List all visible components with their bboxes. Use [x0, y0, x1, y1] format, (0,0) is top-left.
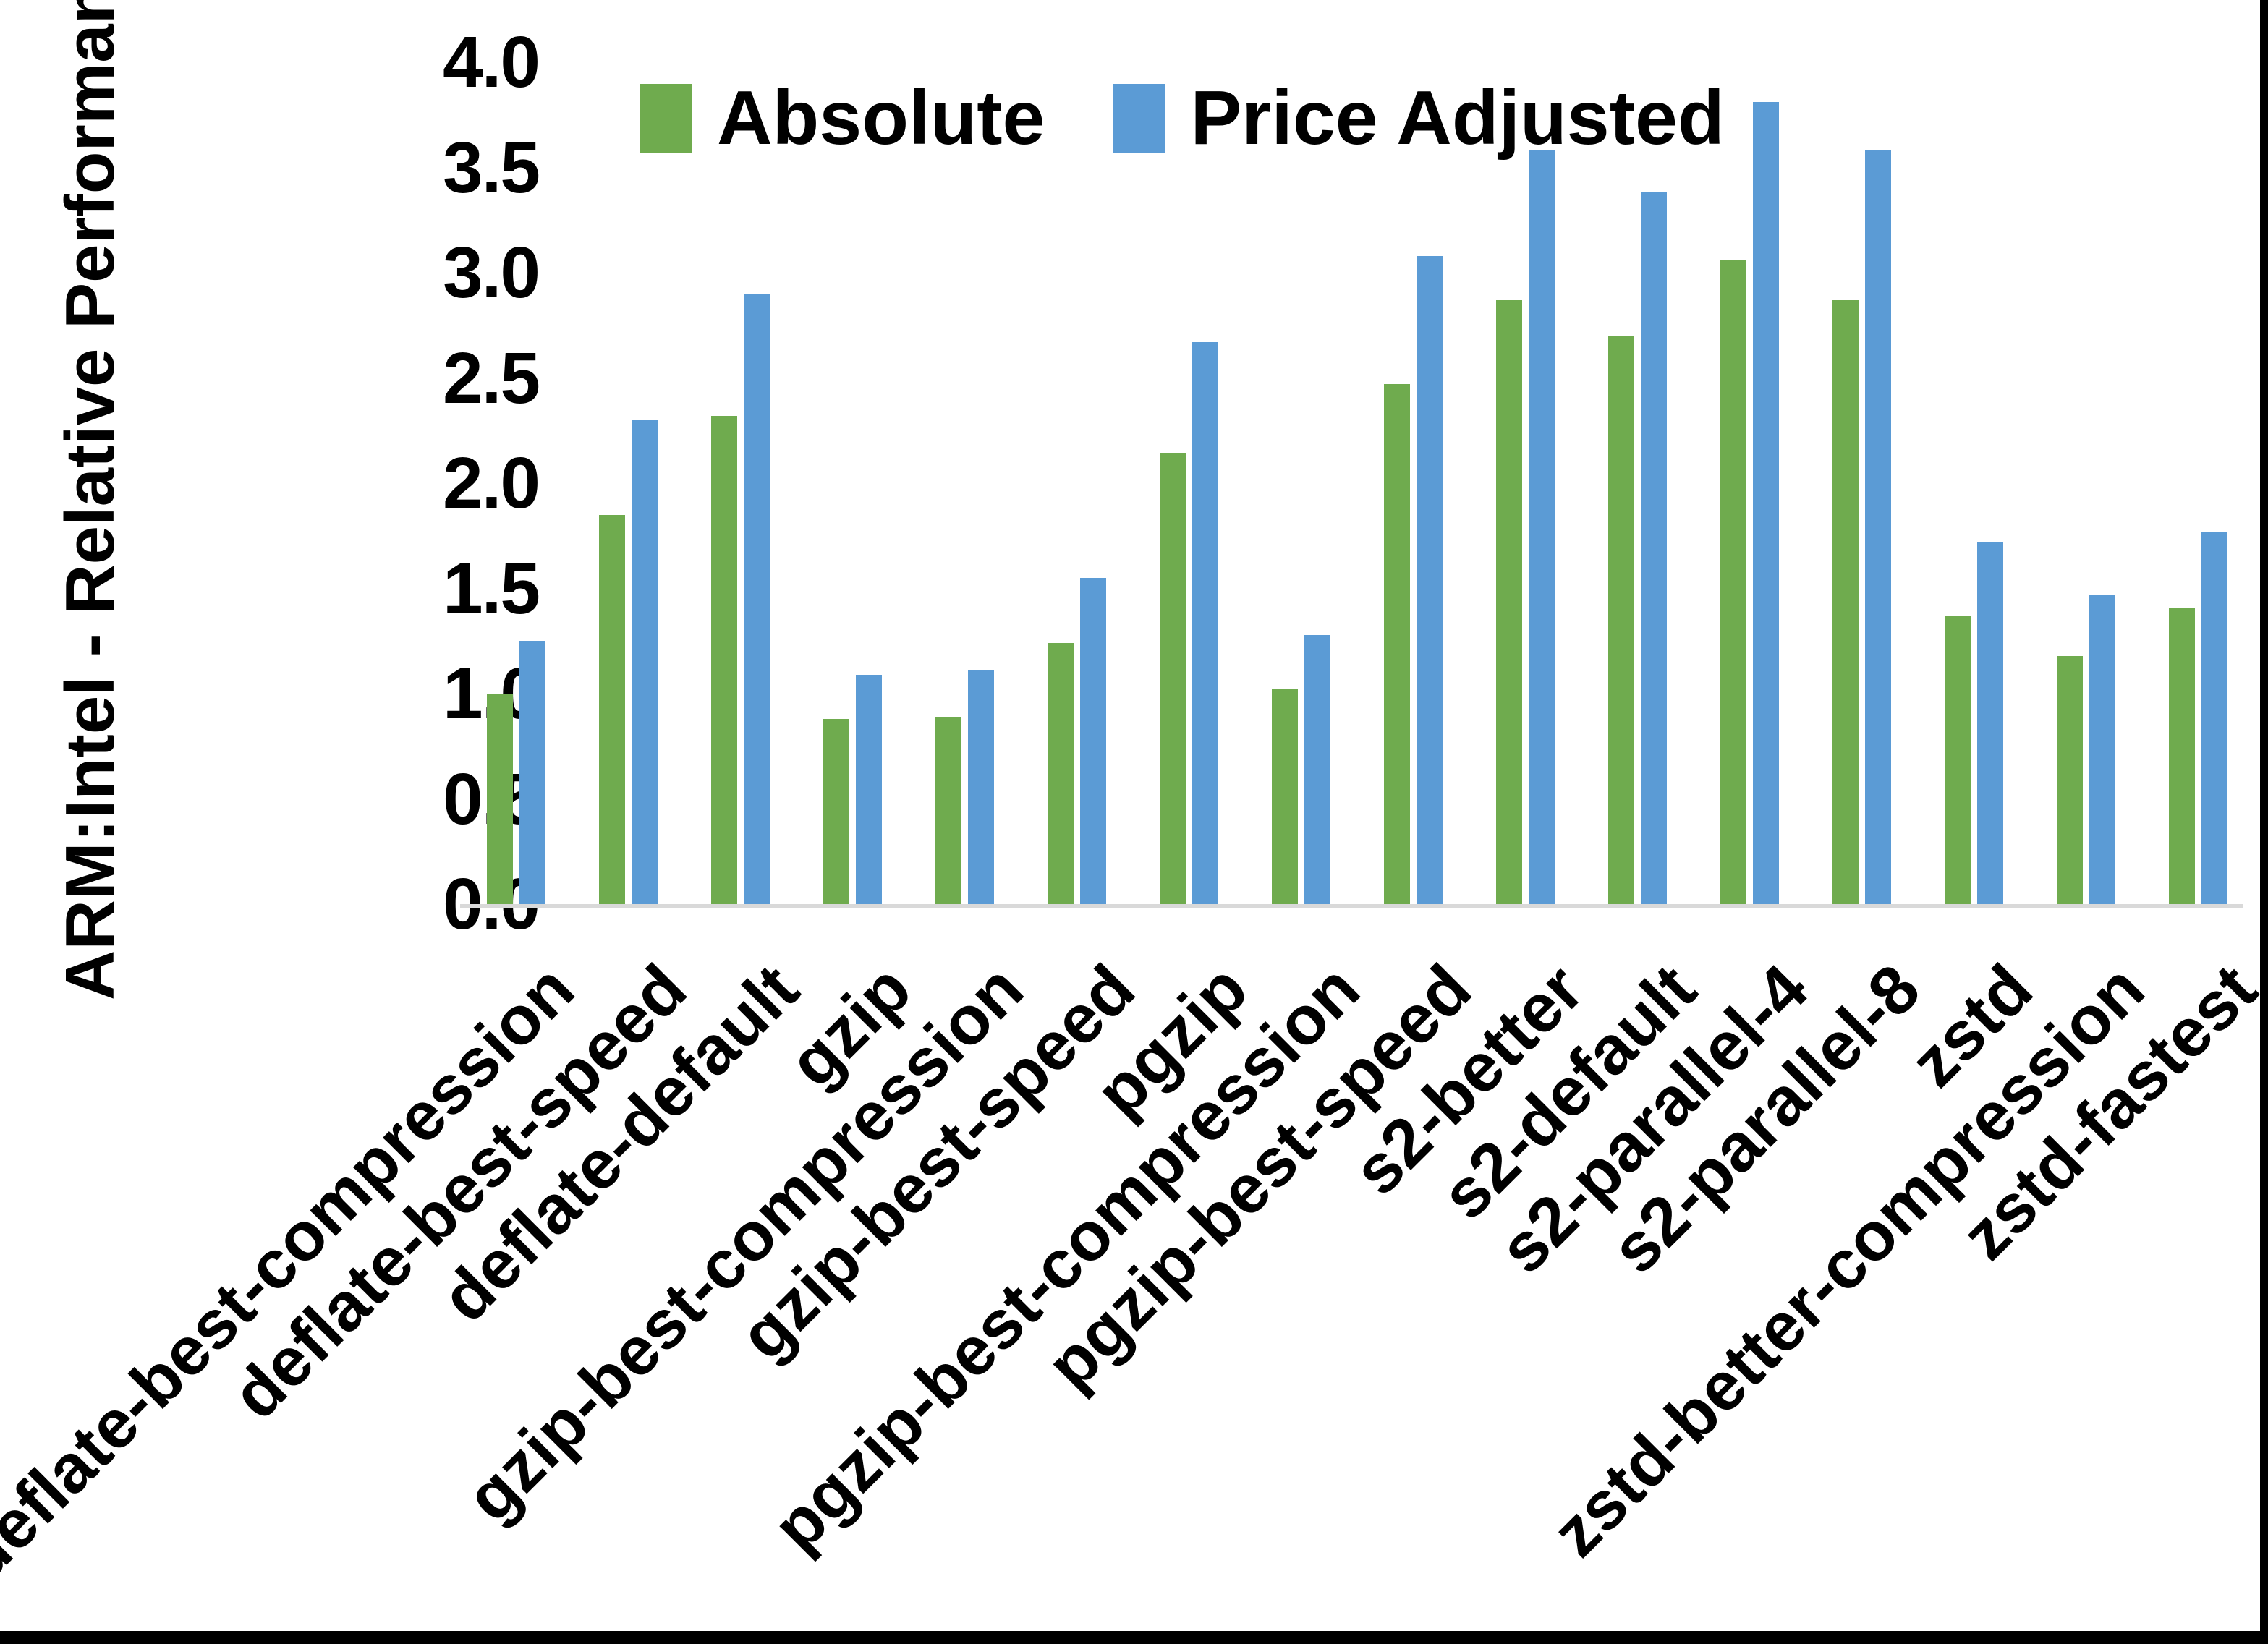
bar-price-adjusted-deflate-best-speed: [632, 419, 658, 904]
y-tick-label-3.0: 3.0: [442, 232, 540, 313]
bar-price-adjusted-s2-better: [1529, 150, 1555, 904]
bar-absolute-gzip-best-compression: [935, 717, 961, 904]
y-tick-label-4.0: 4.0: [442, 22, 540, 103]
bar-price-adjusted-pgzip: [1192, 342, 1218, 904]
bar-price-adjusted-s2-parallel-8: [1865, 150, 1891, 904]
bar-absolute-deflate-best-compression: [487, 694, 513, 904]
bar-absolute-pgzip-best-compression: [1272, 689, 1298, 904]
bar-price-adjusted-zstd: [1977, 542, 2003, 904]
x-axis-line: [460, 904, 2243, 908]
bar-price-adjusted-pgzip-best-compression: [1304, 634, 1330, 904]
bar-price-adjusted-s2-parallel-4: [1753, 102, 1779, 904]
bar-price-adjusted-pgzip-best-speed: [1417, 255, 1443, 904]
bar-absolute-s2-parallel-4: [1720, 260, 1746, 904]
y-tick-label-2.0: 2.0: [442, 443, 540, 524]
legend: Absolute Price Adjusted: [640, 75, 1725, 161]
bar-absolute-zstd-fastest: [2169, 607, 2195, 904]
bar-absolute-s2-better: [1496, 299, 1522, 904]
bar-absolute-s2-parallel-8: [1832, 299, 1859, 904]
bar-price-adjusted-gzip: [856, 674, 882, 904]
legend-item-price-adjusted: Price Adjusted: [1113, 75, 1725, 161]
bar-absolute-zstd-better-compression: [2057, 655, 2083, 904]
window-edge-right: [2260, 0, 2268, 1644]
bar-price-adjusted-zstd-better-compression: [2089, 595, 2115, 904]
legend-swatch-absolute-icon: [640, 84, 692, 153]
bar-absolute-gzip-best-speed: [1048, 643, 1074, 904]
bar-absolute-deflate-default: [711, 415, 737, 904]
bar-absolute-deflate-best-speed: [599, 514, 625, 904]
legend-label-price-adjusted: Price Adjusted: [1190, 75, 1725, 161]
window-edge-bottom: [0, 1631, 2268, 1644]
bar-absolute-s2-default: [1608, 336, 1634, 904]
bar-absolute-zstd: [1945, 616, 1971, 904]
y-axis-title: ARM:Intel - Relative Performance: [51, 0, 129, 1000]
bar-price-adjusted-gzip-best-compression: [968, 670, 994, 904]
y-tick-label-3.5: 3.5: [442, 127, 540, 208]
legend-swatch-price-adjusted-icon: [1113, 84, 1166, 153]
bar-price-adjusted-s2-default: [1641, 192, 1667, 904]
bar-absolute-pgzip-best-speed: [1384, 384, 1410, 904]
legend-item-absolute: Absolute: [640, 75, 1045, 161]
bar-price-adjusted-deflate-best-compression: [519, 641, 545, 904]
legend-label-absolute: Absolute: [717, 75, 1045, 161]
y-tick-label-1.5: 1.5: [442, 548, 540, 629]
bar-price-adjusted-deflate-default: [744, 294, 770, 904]
bar-price-adjusted-zstd-fastest: [2201, 531, 2227, 904]
bar-price-adjusted-gzip-best-speed: [1080, 577, 1106, 904]
bar-absolute-gzip: [823, 718, 849, 904]
y-tick-label-2.5: 2.5: [442, 337, 540, 419]
bar-absolute-pgzip: [1160, 453, 1186, 904]
